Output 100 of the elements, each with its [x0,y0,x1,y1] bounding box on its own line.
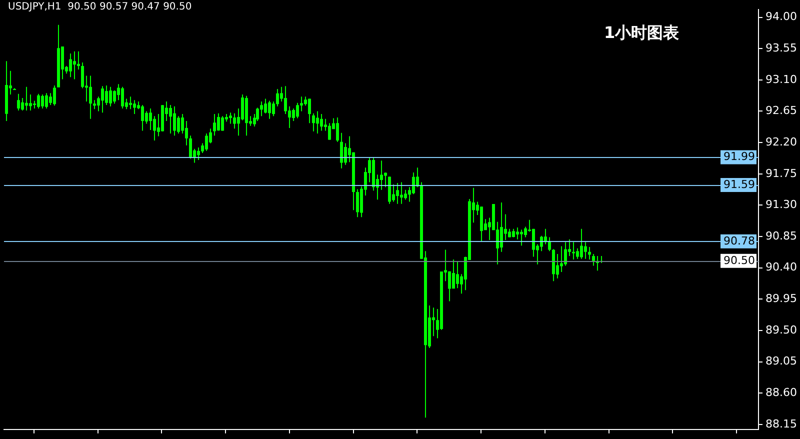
candlestick [296,102,299,119]
chart-title: USDJPY,H1 90.50 90.57 90.47 90.50 [8,2,192,13]
candlestick [41,94,44,109]
candlestick [57,24,60,88]
candlestick [93,100,96,110]
candlestick [197,146,200,160]
y-tick-label: 88.60 [766,386,798,400]
candlestick [440,272,443,330]
y-tick-label: 93.55 [766,41,798,54]
candlestick [320,114,323,132]
y-tick-label: 91.75 [766,166,798,180]
candlestick [205,133,208,152]
candlestick [145,110,148,124]
ref-line-label: 91.59 [724,178,756,191]
candlestick [181,114,184,134]
candlestick [284,86,287,115]
candlestick [73,50,76,80]
y-tick-label: 92.20 [766,135,798,148]
candlestick [404,189,407,200]
candlestick [340,132,343,169]
y-tick-label: 93.10 [766,72,798,86]
candlestick [400,182,403,204]
candlestick [268,100,271,120]
candlestick [241,94,244,121]
candlestick [380,160,383,190]
candlestick [173,106,176,136]
candlestick [129,96,132,110]
candlestick [592,253,595,266]
candlestick [588,246,591,260]
candlestick [556,253,559,279]
candlestick [133,100,136,115]
candlestick [233,112,236,130]
candlestick [396,182,399,204]
candlestick [29,94,32,112]
ref-line-label: 90.78 [724,234,756,248]
candlestick [25,86,28,112]
candlestick [141,104,144,132]
candlestick [5,60,8,122]
y-tick-label: 94.00 [766,10,798,24]
candlestick [456,261,459,289]
candlestick [213,114,216,136]
candlestick [560,246,563,273]
candlestick [105,84,108,106]
candlestick [564,242,567,266]
candlestick [37,93,40,109]
candlestick [217,112,220,132]
candlestick [113,90,116,104]
candlestick [584,242,587,260]
candlestick [161,104,164,132]
candlestick [316,110,319,134]
candlestick [264,98,267,114]
candlestick [500,202,503,252]
candlestick [21,98,24,112]
candlestick [520,229,523,246]
candlestick [548,236,551,252]
candlestick [149,108,152,131]
candlestick [540,235,543,252]
candlestick [229,112,232,124]
candlestick [53,84,56,106]
candlestick [356,188,359,218]
candlestick [69,52,72,78]
candlestick [308,98,311,124]
y-tick-label: 89.95 [766,292,798,306]
candlestick [77,50,80,70]
candlestick [576,248,579,260]
y-tick-label: 90.85 [766,229,798,242]
candlestick [384,172,387,188]
y-tick-label: 88.15 [766,417,798,430]
candlestick [109,86,112,107]
y-tick-label: 92.65 [766,104,798,118]
candlestick [153,116,156,141]
candlestick [580,228,583,260]
annotation: 1小时图表 [604,23,680,42]
candlestick [412,172,415,195]
candlestick [177,116,180,134]
candlestick [452,259,455,289]
candlestick [185,120,188,146]
candlestick [189,135,192,160]
y-tick-label: 90.40 [766,260,798,274]
candlestick [169,104,172,134]
candlestick [572,242,575,260]
candlestick [292,108,295,122]
y-tick-label: 89.05 [766,354,798,368]
candlestick [81,62,84,89]
candlestick [312,112,315,132]
candlestick [344,142,347,166]
candlestick [516,227,519,240]
candlestick [45,92,48,109]
candlestick [221,116,224,132]
candlestick [524,226,527,238]
ref-line-label: 91.99 [724,150,756,164]
y-tick-label: 91.30 [766,198,798,212]
candlestick [121,86,124,109]
y-tick-label: 89.50 [766,323,798,336]
candlestick [260,100,263,117]
candlestick [89,75,92,120]
ref-line-label: 90.50 [724,254,756,267]
candlestick [336,117,339,142]
candlestick [532,228,535,258]
candlestick [101,86,104,114]
